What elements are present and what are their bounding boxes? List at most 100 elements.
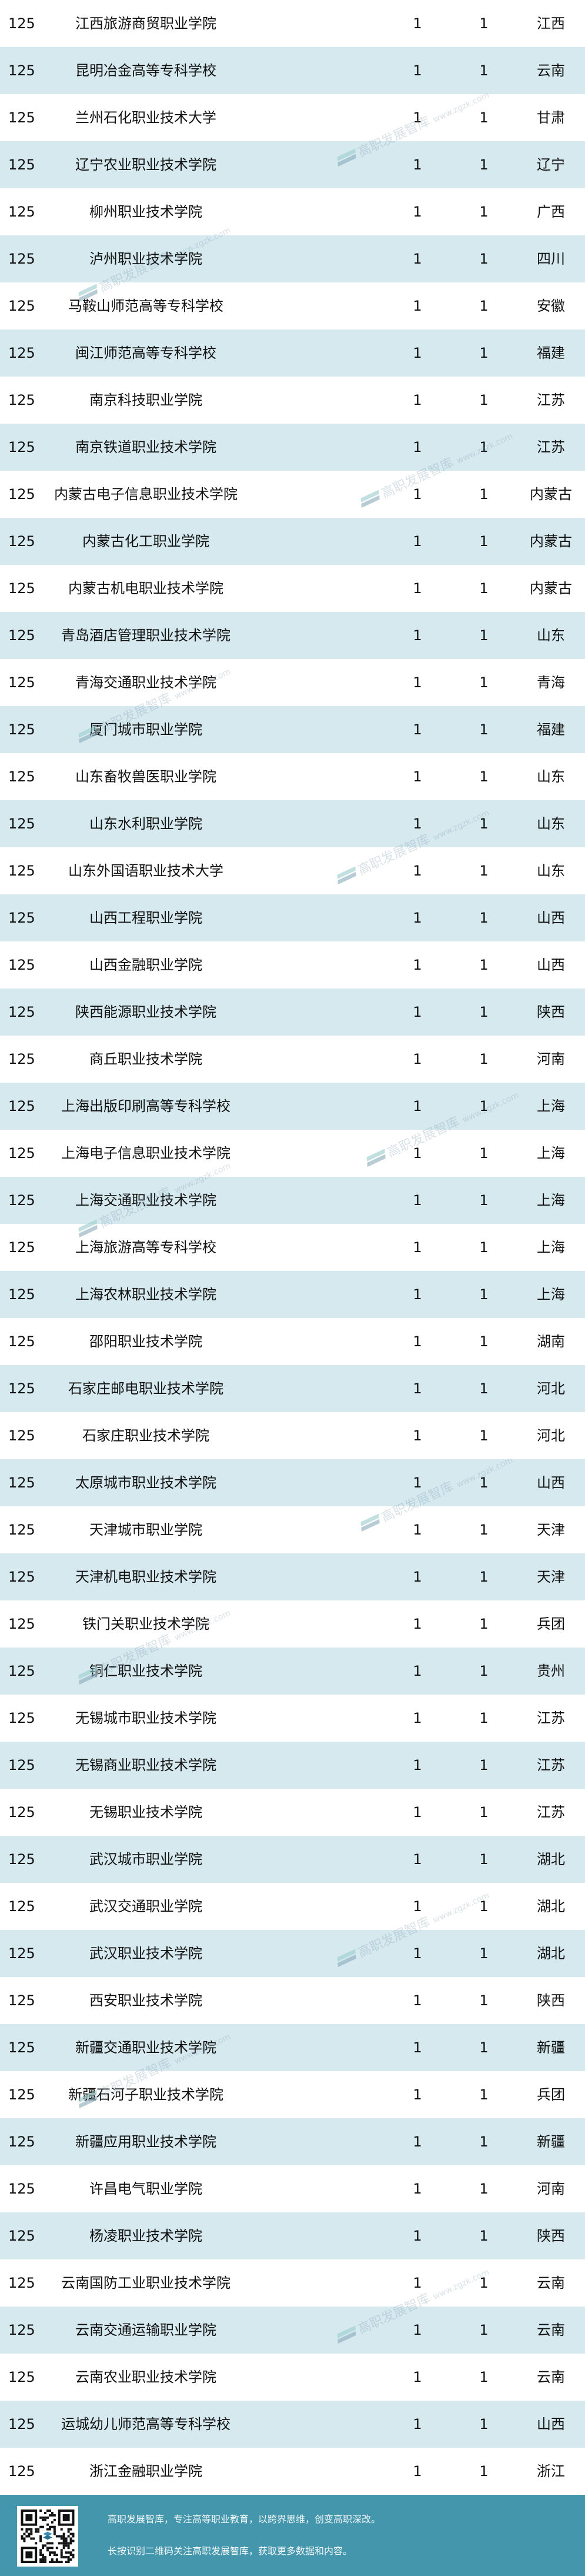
school-name-cell: 天津城市职业学院 xyxy=(89,1522,202,1538)
count-cell: 1 xyxy=(479,1992,489,2009)
count-cell: 1 xyxy=(479,910,489,926)
count-cell: 1 xyxy=(479,1522,489,1538)
school-name-cell: 山西金融职业学院 xyxy=(89,957,202,973)
school-name-cell: 无锡城市职业技术学院 xyxy=(75,1710,216,1726)
rank-cell: 125 xyxy=(8,910,35,926)
count-cell: 1 xyxy=(479,15,489,32)
school-name-cell: 云南交通运输职业学院 xyxy=(75,2322,216,2338)
count-cell: 1 xyxy=(413,1145,422,1161)
table-row: 125 内蒙古机电职业技术学院 1 1 内蒙古 xyxy=(0,565,585,612)
school-name-cell: 青海交通职业技术学院 xyxy=(75,674,216,691)
count-cell: 1 xyxy=(413,533,422,550)
school-name-cell: 铜仁职业技术学院 xyxy=(89,1663,202,1679)
province-cell: 河北 xyxy=(537,1427,565,1444)
count-cell: 1 xyxy=(413,1757,422,1773)
school-name-cell: 内蒙古电子信息职业技术学院 xyxy=(54,486,238,502)
table-row: 125 西安职业技术学院 1 1 陕西 xyxy=(0,1977,585,2024)
rank-cell: 125 xyxy=(8,157,35,173)
province-cell: 山西 xyxy=(537,957,565,973)
count-cell: 1 xyxy=(479,1663,489,1679)
province-cell: 云南 xyxy=(537,62,565,79)
rank-cell: 125 xyxy=(8,721,35,738)
province-cell: 云南 xyxy=(537,2369,565,2385)
school-name-cell: 闽江师范高等专科学校 xyxy=(75,345,216,361)
rank-cell: 125 xyxy=(8,863,35,879)
rank-cell: 125 xyxy=(8,345,35,361)
count-cell: 1 xyxy=(413,1663,422,1679)
table-row: 125 云南交通运输职业学院 1 1 云南 xyxy=(0,2307,585,2354)
province-cell: 福建 xyxy=(537,721,565,738)
rank-cell: 125 xyxy=(8,1851,35,1868)
table-row: 125 浙江金融职业学院 1 1 浙江 xyxy=(0,2448,585,2495)
count-cell: 1 xyxy=(479,157,489,173)
count-cell: 1 xyxy=(413,2463,422,2480)
province-cell: 贵州 xyxy=(537,1663,565,1679)
school-name-cell: 内蒙古机电职业技术学院 xyxy=(68,580,223,597)
count-cell: 1 xyxy=(413,1427,422,1444)
count-cell: 1 xyxy=(413,1051,422,1067)
table-row: 125 天津城市职业学院 1 1 天津 xyxy=(0,1506,585,1553)
province-cell: 广西 xyxy=(537,204,565,220)
count-cell: 1 xyxy=(413,768,422,785)
count-cell: 1 xyxy=(479,439,489,455)
province-cell: 上海 xyxy=(537,1286,565,1303)
school-name-cell: 昆明冶金高等专科学校 xyxy=(75,62,216,79)
rank-cell: 125 xyxy=(8,392,35,408)
rank-cell: 125 xyxy=(8,1192,35,1209)
province-cell: 福建 xyxy=(537,345,565,361)
province-cell: 陕西 xyxy=(537,2228,565,2244)
rank-cell: 125 xyxy=(8,1804,35,1820)
count-cell: 1 xyxy=(479,1945,489,1962)
count-cell: 1 xyxy=(413,298,422,314)
province-cell: 河南 xyxy=(537,2181,565,2197)
count-cell: 1 xyxy=(413,1475,422,1491)
count-cell: 1 xyxy=(479,204,489,220)
table-row: 125 上海出版印刷高等专科学校 1 1 上海 xyxy=(0,1083,585,1130)
rank-cell: 125 xyxy=(8,2322,35,2338)
table-row: 125 邵阳职业技术学院 1 1 湖南 xyxy=(0,1318,585,1365)
count-cell: 1 xyxy=(413,1522,422,1538)
rank-cell: 125 xyxy=(8,2181,35,2197)
province-cell: 上海 xyxy=(537,1239,565,1256)
province-cell: 陕西 xyxy=(537,1004,565,1020)
province-cell: 湖北 xyxy=(537,1945,565,1962)
count-cell: 1 xyxy=(413,2275,422,2291)
school-name-cell: 新疆石河子职业技术学院 xyxy=(68,2086,223,2103)
school-name-cell: 青岛酒店管理职业技术学院 xyxy=(61,627,230,644)
count-cell: 1 xyxy=(413,2181,422,2197)
rank-cell: 125 xyxy=(8,1569,35,1585)
rank-cell: 125 xyxy=(8,2228,35,2244)
table-row: 125 石家庄邮电职业技术学院 1 1 河北 xyxy=(0,1365,585,1412)
table-row: 125 陕西能源职业技术学院 1 1 陕西 xyxy=(0,989,585,1036)
school-name-cell: 太原城市职业技术学院 xyxy=(75,1475,216,1491)
count-cell: 1 xyxy=(479,251,489,267)
footer-instruction: 长按识别二维码关注高职发展智库，获取更多数据和内容。 xyxy=(108,2545,353,2557)
school-name-cell: 石家庄职业技术学院 xyxy=(82,1427,209,1444)
table-row: 125 山东水利职业学院 1 1 山东 xyxy=(0,800,585,847)
school-name-cell: 云南农业职业技术学院 xyxy=(75,2369,216,2385)
count-cell: 1 xyxy=(413,109,422,126)
count-cell: 1 xyxy=(479,1475,489,1491)
footer-slogan: 高职发展智库，专注高等职业教育，以跨界思维，创变高职深改。 xyxy=(108,2514,381,2525)
province-cell: 辽宁 xyxy=(537,157,565,173)
count-cell: 1 xyxy=(413,1851,422,1868)
count-cell: 1 xyxy=(479,768,489,785)
rank-cell: 125 xyxy=(8,1992,35,2009)
table-row: 125 无锡商业职业技术学院 1 1 江苏 xyxy=(0,1742,585,1789)
province-cell: 天津 xyxy=(537,1522,565,1538)
province-cell: 山西 xyxy=(537,910,565,926)
province-cell: 内蒙古 xyxy=(530,580,572,597)
count-cell: 1 xyxy=(479,1757,489,1773)
table-row: 125 柳州职业技术学院 1 1 广西 xyxy=(0,188,585,235)
rank-cell: 125 xyxy=(8,62,35,79)
count-cell: 1 xyxy=(479,1333,489,1350)
count-cell: 1 xyxy=(479,1851,489,1868)
province-cell: 江西 xyxy=(537,15,565,32)
rank-cell: 125 xyxy=(8,15,35,32)
count-cell: 1 xyxy=(413,62,422,79)
qr-code xyxy=(17,2506,78,2567)
rank-cell: 125 xyxy=(8,1380,35,1397)
rank-cell: 125 xyxy=(8,1286,35,1303)
count-cell: 1 xyxy=(413,1333,422,1350)
province-cell: 天津 xyxy=(537,1569,565,1585)
